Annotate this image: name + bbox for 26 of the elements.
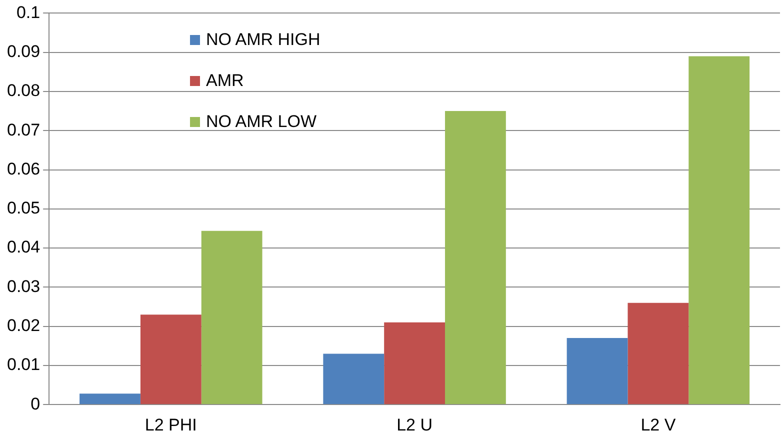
- x-tick-label: L2 V: [640, 415, 676, 434]
- y-tick-label: 0.08: [6, 81, 40, 100]
- y-tick-label: 0.02: [6, 316, 40, 336]
- bar: [628, 302, 689, 404]
- bar: [566, 338, 628, 404]
- bar: [384, 322, 445, 404]
- bar: [140, 314, 202, 404]
- y-tick-label: 0.09: [6, 42, 40, 62]
- legend-label: NO AMR HIGH: [206, 30, 320, 50]
- x-tick-label: L2 U: [396, 415, 433, 434]
- legend-label: AMR: [206, 71, 244, 91]
- y-tick-label: 0.05: [6, 198, 40, 218]
- bar: [201, 230, 262, 404]
- bar: [323, 354, 384, 404]
- y-tick-label: 0.01: [6, 355, 40, 374]
- y-tick-label: 0.04: [6, 238, 40, 257]
- bar: [445, 111, 506, 404]
- y-tick-label: 0.1: [16, 2, 40, 22]
- bar: [688, 56, 750, 404]
- legend-label: NO AMR LOW: [206, 112, 317, 132]
- y-tick-label: 0: [30, 394, 40, 414]
- y-tick-label: 0.07: [6, 120, 40, 140]
- x-tick-label: L2 PHI: [144, 415, 197, 434]
- y-tick-label: 0.03: [6, 276, 40, 296]
- y-tick-label: 0.06: [6, 159, 40, 178]
- bar: [80, 394, 140, 404]
